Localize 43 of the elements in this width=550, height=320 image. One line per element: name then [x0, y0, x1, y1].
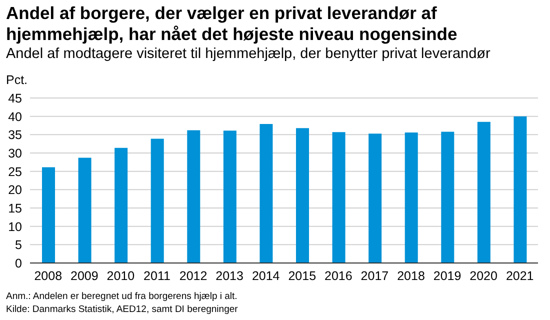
- x-tick-label: 2011: [144, 268, 170, 283]
- bar: [150, 138, 164, 263]
- bar: [223, 130, 236, 263]
- x-tick-label: 2014: [252, 268, 280, 283]
- bar: [42, 167, 55, 263]
- y-tick-label: 15: [8, 201, 22, 216]
- x-tick-label: 2017: [360, 268, 389, 283]
- bar: [441, 132, 454, 263]
- bar: [514, 116, 527, 263]
- bar: [404, 132, 418, 263]
- bar: [368, 134, 382, 263]
- y-tick-label: 40: [8, 110, 22, 124]
- y-tick-label: 35: [8, 128, 22, 142]
- text: Anm.: Andelen er beregnet ud fra borgerens hjælp i alt.: [6, 290, 238, 303]
- y-tick-label: 0: [15, 256, 22, 270]
- y-tick-label: 10: [8, 220, 22, 234]
- bar: [477, 122, 490, 263]
- bar: [260, 124, 273, 263]
- x-tick-label: 2018: [397, 268, 425, 283]
- y-tick-label: 20: [8, 183, 22, 198]
- x-tick-label: 2012: [179, 268, 208, 283]
- x-tick-label: 2008: [34, 268, 62, 283]
- bar: [78, 158, 92, 263]
- y-tick-label: 45: [8, 91, 22, 106]
- x-tick-label: 2020: [470, 268, 498, 283]
- y-axis-title: Pct.: [6, 73, 28, 87]
- bar: [332, 132, 346, 263]
- x-tick-label: 2013: [216, 268, 244, 283]
- text: Kilde: Danmarks Statistik, AED12, samt DI beregninger: [6, 303, 238, 316]
- x-tick-label: 2009: [70, 268, 98, 283]
- x-tick-label: 2015: [288, 268, 316, 283]
- x-tick-label: 2010: [106, 268, 135, 283]
- bar: [296, 128, 309, 263]
- x-tick-label: 2021: [506, 268, 534, 283]
- y-tick-label: 5: [15, 238, 22, 252]
- y-tick-label: 25: [8, 164, 22, 179]
- y-tick-label: 30: [8, 146, 22, 160]
- x-tick-label: 2016: [324, 268, 352, 283]
- chart-subtitle: Andel af modtagere visiteret til hjemmehjælp, der benytter privat leverandør: [6, 46, 490, 62]
- bar: [187, 130, 200, 263]
- x-tick-label: 2019: [433, 268, 462, 283]
- chart-title: Andel af borgere, der vælger en privat leverandør af hjemmehjælp, har nået det højeste niveau nogensinde: [6, 3, 458, 45]
- bar: [114, 148, 128, 263]
